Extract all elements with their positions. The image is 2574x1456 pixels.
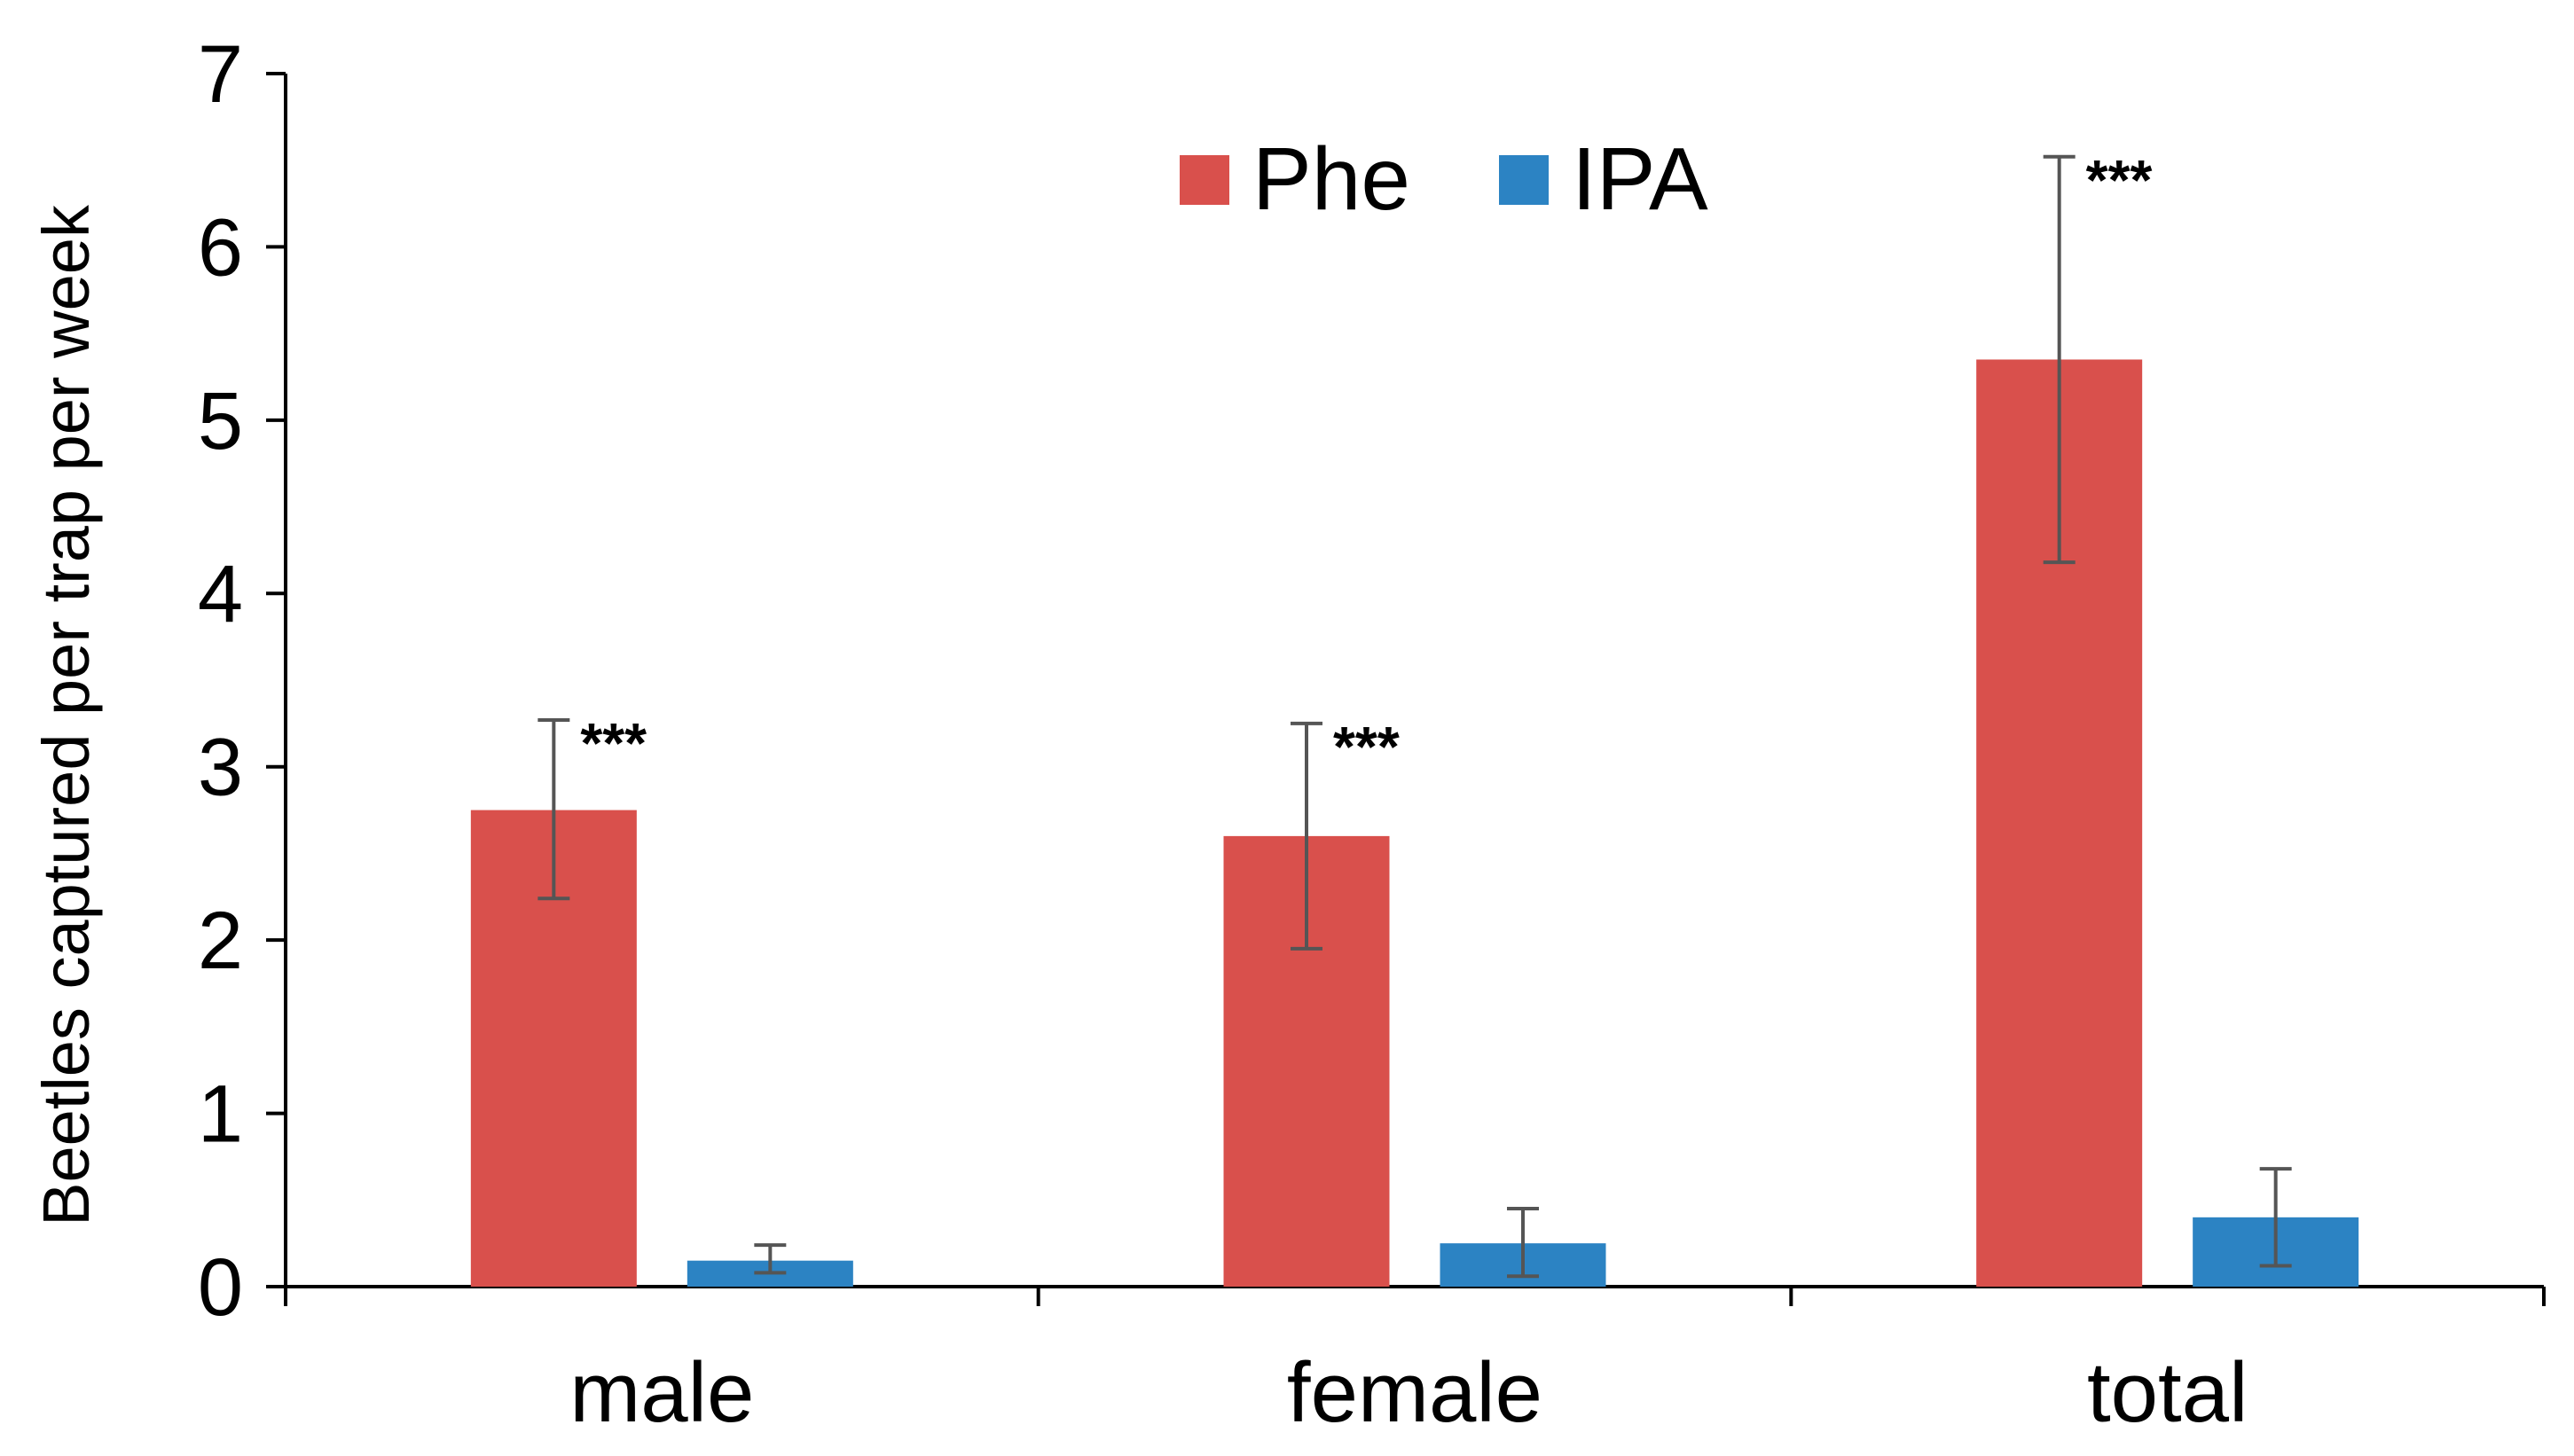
legend-swatch-phe [1180, 155, 1229, 205]
labels: male female total Beetles captured per trap… [29, 148, 2248, 1440]
significance-label: *** [580, 711, 647, 775]
y-tick-label: 6 [198, 202, 243, 293]
bars [470, 359, 2359, 1287]
y-tick-label: 7 [198, 29, 243, 120]
x-category-label: female [1287, 1345, 1542, 1440]
y-tick-label: 3 [198, 723, 243, 813]
significance-label: *** [1333, 715, 1400, 779]
y-axis-title: Beetles captured per trap per week [29, 204, 103, 1226]
y-tick-label: 4 [198, 549, 243, 639]
axes: 0 1 2 3 4 5 6 7 [198, 29, 2546, 1333]
y-tick-label: 1 [198, 1069, 243, 1160]
legend-swatch-ipa [1499, 155, 1549, 205]
legend-label-ipa: IPA [1572, 129, 1708, 229]
y-tick-label: 0 [198, 1242, 243, 1333]
error-bars [538, 154, 2292, 1279]
x-category-label: total [2087, 1345, 2248, 1440]
x-category-label: male [569, 1345, 754, 1440]
legend-label-phe: Phe [1252, 129, 1410, 229]
y-tick-label: 2 [198, 896, 243, 986]
y-tick-label: 5 [198, 376, 243, 466]
significance-label: *** [2086, 148, 2153, 212]
legend: Phe IPA [1180, 129, 1708, 229]
